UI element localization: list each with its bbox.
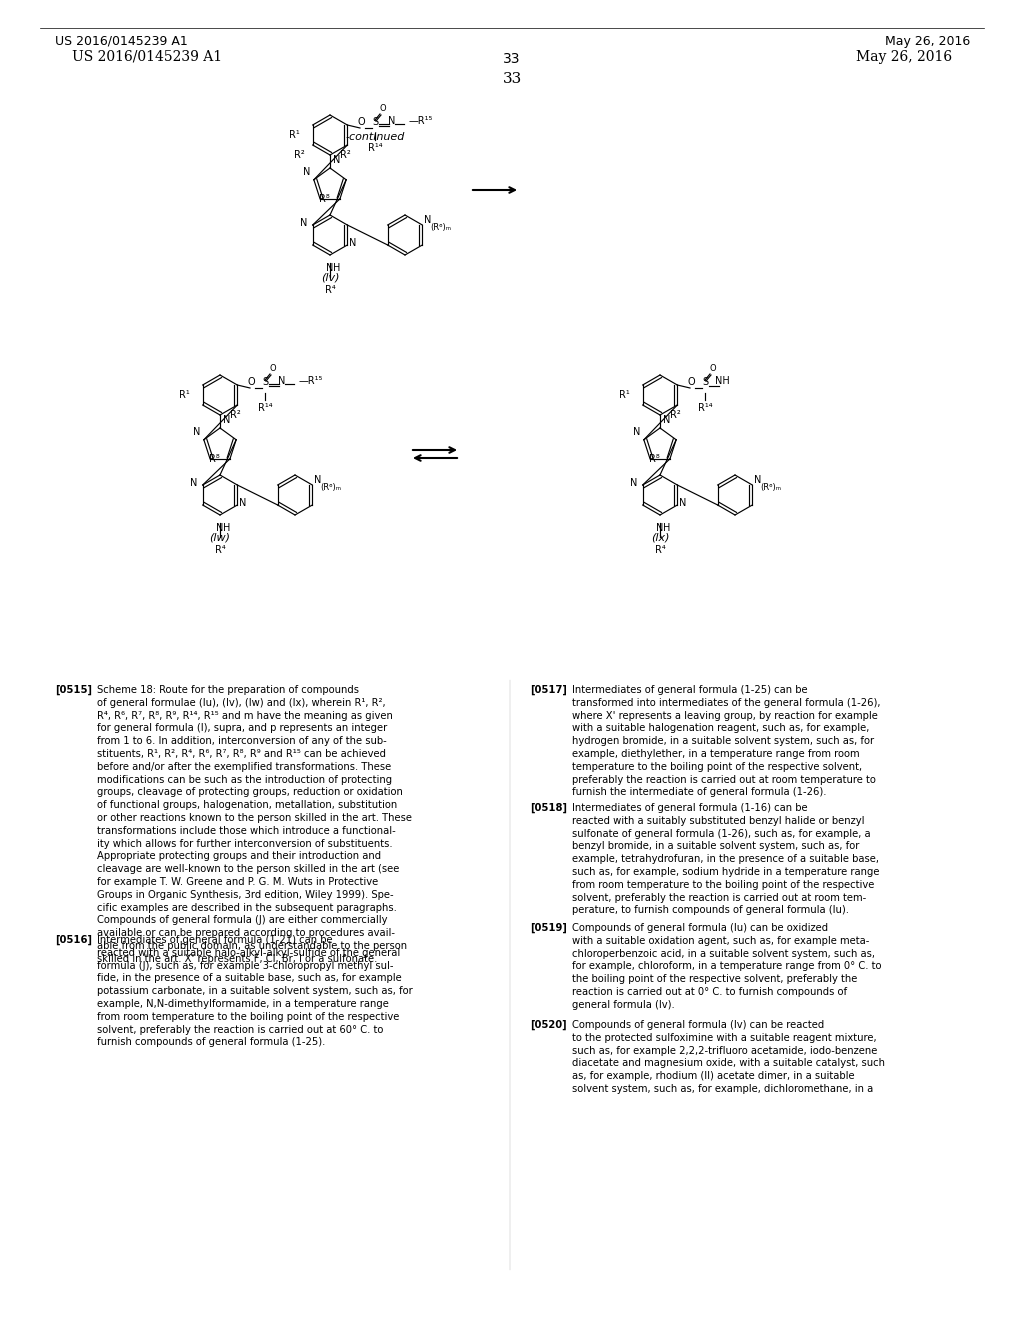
Text: —R¹⁵: —R¹⁵ — [299, 376, 324, 385]
Text: R¹⁴: R¹⁴ — [258, 403, 272, 413]
Text: Intermediates of general formula (1-25) can be
transformed into intermediates of: Intermediates of general formula (1-25) … — [572, 685, 881, 797]
Text: N: N — [755, 475, 762, 484]
Text: R⁴: R⁴ — [325, 285, 336, 294]
Text: N: N — [679, 498, 687, 508]
Text: O: O — [687, 378, 695, 387]
Text: R⁴: R⁴ — [654, 545, 666, 554]
Text: N: N — [349, 238, 356, 248]
Text: O: O — [357, 117, 365, 127]
Text: (lw): (lw) — [210, 532, 230, 543]
Text: O: O — [269, 364, 276, 374]
Text: N: N — [300, 218, 307, 228]
Text: Intermediates of general formula (1-21) can be
reacted with a suitable halo-alky: Intermediates of general formula (1-21) … — [97, 935, 413, 1047]
Text: R⁸: R⁸ — [209, 454, 220, 463]
Text: R¹⁴: R¹⁴ — [368, 143, 382, 153]
Text: N: N — [194, 426, 201, 437]
Text: N: N — [303, 166, 311, 177]
Text: US 2016/0145239 A1: US 2016/0145239 A1 — [55, 36, 187, 48]
Text: H: H — [664, 523, 671, 533]
Text: 33: 33 — [503, 73, 521, 86]
Text: Intermediates of general formula (1-16) can be
reacted with a suitably substitut: Intermediates of general formula (1-16) … — [572, 803, 880, 915]
Text: R¹⁴: R¹⁴ — [697, 403, 713, 413]
Text: R⁴: R⁴ — [215, 545, 225, 554]
Text: (R⁶)ₘ: (R⁶)ₘ — [761, 483, 781, 492]
Text: O: O — [380, 104, 386, 114]
Text: Compounds of general formula (lv) can be reacted
to the protected sulfoximine wi: Compounds of general formula (lv) can be… — [572, 1020, 885, 1094]
Text: N: N — [327, 263, 334, 273]
Text: N: N — [240, 498, 247, 508]
Text: N: N — [663, 414, 671, 425]
Text: (R⁶)ₘ: (R⁶)ₘ — [430, 223, 452, 232]
Text: (lv): (lv) — [321, 272, 339, 282]
Text: [0515]: [0515] — [55, 685, 92, 696]
Text: N: N — [279, 376, 286, 385]
Text: O: O — [710, 364, 717, 374]
Text: N: N — [634, 426, 641, 437]
Text: Compounds of general formula (lu) can be oxidized
with a suitable oxidation agen: Compounds of general formula (lu) can be… — [572, 923, 882, 1010]
Text: N: N — [190, 478, 198, 488]
Text: N: N — [424, 215, 432, 224]
Text: N: N — [656, 523, 664, 533]
Text: (R⁶)ₘ: (R⁶)ₘ — [321, 483, 341, 492]
Text: R²: R² — [230, 411, 241, 420]
Text: [0516]: [0516] — [55, 935, 92, 945]
Text: H: H — [223, 523, 230, 533]
Text: (lx): (lx) — [650, 532, 670, 543]
Text: R⁸: R⁸ — [319, 194, 330, 203]
Text: —R¹⁵: —R¹⁵ — [409, 116, 433, 125]
Text: R¹: R¹ — [179, 389, 190, 400]
Text: N: N — [388, 116, 395, 125]
Text: N: N — [333, 154, 340, 165]
Text: R²: R² — [294, 150, 305, 160]
Text: May 26, 2016: May 26, 2016 — [856, 50, 952, 63]
Text: O: O — [247, 378, 255, 387]
Text: S: S — [372, 117, 378, 127]
Text: 33: 33 — [503, 51, 521, 66]
Text: May 26, 2016: May 26, 2016 — [885, 36, 970, 48]
Text: N: N — [216, 523, 223, 533]
Text: Scheme 18: Route for the preparation of compounds
of general formulae (lu), (lv): Scheme 18: Route for the preparation of … — [97, 685, 412, 964]
Text: [0519]: [0519] — [530, 923, 567, 933]
Text: S: S — [262, 378, 268, 387]
Text: [0520]: [0520] — [530, 1020, 566, 1031]
Text: N: N — [314, 475, 322, 484]
Text: [0518]: [0518] — [530, 803, 567, 813]
Text: [0517]: [0517] — [530, 685, 567, 696]
Text: R⁸: R⁸ — [649, 454, 660, 463]
Text: N: N — [223, 414, 230, 425]
Text: -continued: -continued — [345, 132, 404, 143]
Text: R²: R² — [340, 150, 351, 160]
Text: R¹: R¹ — [289, 129, 300, 140]
Text: R¹: R¹ — [620, 389, 630, 400]
Text: S: S — [701, 378, 708, 387]
Text: R²: R² — [670, 411, 681, 420]
Text: US 2016/0145239 A1: US 2016/0145239 A1 — [72, 50, 222, 63]
Text: NH: NH — [715, 376, 729, 385]
Text: H: H — [334, 263, 341, 273]
Text: N: N — [631, 478, 638, 488]
